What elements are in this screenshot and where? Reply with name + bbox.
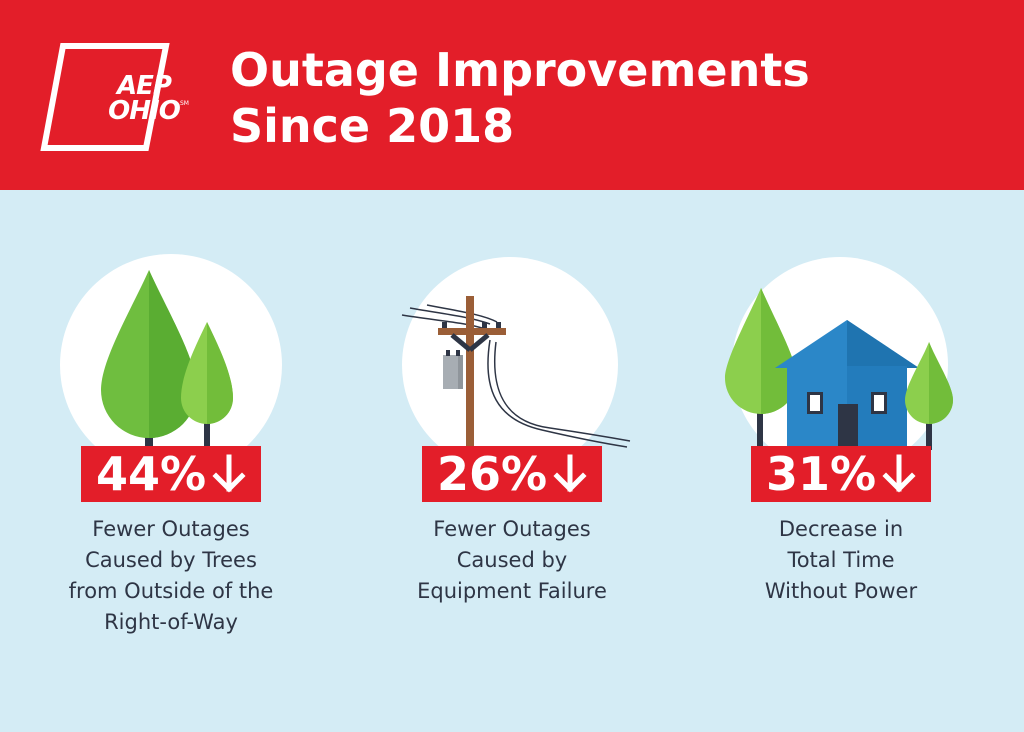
down-arrow-icon <box>212 454 246 493</box>
stat-value-box: 31% <box>751 446 931 502</box>
stat-panel-trees: 44% Fewer Outages Caused by Trees from O… <box>31 250 311 670</box>
caption-line: Decrease in <box>778 517 904 541</box>
stat-panel-equipment: 26% Fewer Outages Caused by Equipment Fa… <box>372 250 652 670</box>
down-arrow-icon <box>882 454 916 493</box>
logo-line-ohio: OHIO <box>108 96 181 126</box>
title-line-2: Since 2018 <box>230 99 515 153</box>
utility-pole-icon <box>401 257 631 450</box>
trees-icon <box>60 254 282 450</box>
title-line-1: Outage Improvements <box>230 43 810 97</box>
stat-caption: Fewer Outages Caused by Trees from Outsi… <box>31 514 311 638</box>
logo-line-aep: AEP <box>117 71 172 101</box>
caption-line: Caused by Trees <box>85 548 257 572</box>
caption-line: Equipment Failure <box>417 579 607 603</box>
aep-ohio-logo-frame <box>40 43 170 151</box>
stat-panel-power: 31% Decrease in Total Time Without Power <box>701 250 981 670</box>
logo-service-mark: SM <box>180 100 189 107</box>
stat-value-box: 26% <box>422 446 602 502</box>
down-arrow-icon <box>553 454 587 493</box>
header-banner: AEP OHIO SM Outage Improvements Since 20… <box>0 0 1024 190</box>
stat-value: 44% <box>95 447 207 501</box>
house-icon <box>725 257 953 450</box>
stat-caption: Decrease in Total Time Without Power <box>701 514 981 607</box>
stat-value: 31% <box>765 447 877 501</box>
caption-line: Caused by <box>456 548 568 572</box>
page-title: Outage Improvements Since 2018 <box>230 42 810 154</box>
caption-line: Total Time <box>787 548 895 572</box>
stat-value-box: 44% <box>81 446 261 502</box>
caption-line: from Outside of the <box>68 579 274 603</box>
caption-line: Fewer Outages <box>433 517 591 541</box>
caption-line: Without Power <box>764 579 918 603</box>
stat-caption: Fewer Outages Caused by Equipment Failur… <box>372 514 652 607</box>
caption-line: Fewer Outages <box>92 517 250 541</box>
stat-value: 26% <box>436 447 548 501</box>
caption-line: Right-of-Way <box>104 610 238 634</box>
